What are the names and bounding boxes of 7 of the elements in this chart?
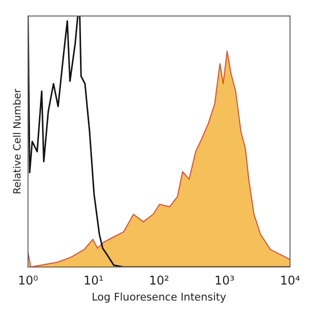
x-tick-label: 10⁰ [18, 273, 38, 288]
x-tick-label: 10² [148, 273, 170, 288]
x-tick-label: 10³ [214, 273, 235, 288]
x-tick-label: 10¹ [83, 273, 104, 288]
y-axis-title: Relative Cell Number [12, 88, 24, 194]
x-axis-title: Log Fluoresence Intensity [92, 291, 226, 304]
x-tick-label: 10⁴ [280, 273, 300, 288]
